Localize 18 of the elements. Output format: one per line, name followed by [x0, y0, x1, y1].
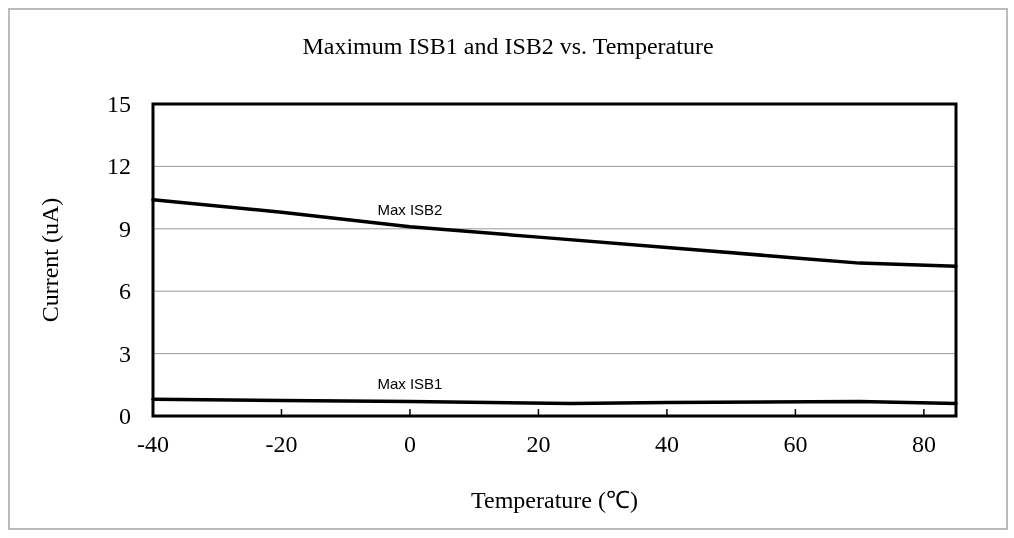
x-axis-title: Temperature (℃) — [471, 487, 638, 513]
x-tick-label: 80 — [911, 431, 936, 457]
x-tick-label: 60 — [783, 431, 808, 457]
y-tick-label: 12 — [107, 153, 131, 180]
y-tick-label: 0 — [119, 403, 131, 429]
y-tick-label: 9 — [119, 215, 131, 242]
series-label: Max ISB2 — [377, 200, 443, 218]
x-tick-label: -40 — [137, 431, 169, 457]
x-tick-label: 40 — [654, 431, 679, 457]
y-axis-title: Current (uA) — [37, 197, 63, 323]
x-tick-label: -20 — [265, 431, 298, 457]
x-tick-label: 20 — [526, 431, 551, 457]
chart-title: Maximum ISB1 and ISB2 vs. Temperature — [302, 33, 714, 59]
y-tick-label: 15 — [107, 91, 131, 117]
x-tick-label: 0 — [403, 431, 416, 457]
y-tick-label: 6 — [119, 278, 131, 305]
series-label: Max ISB1 — [377, 375, 443, 393]
y-tick-label: 3 — [119, 340, 131, 367]
